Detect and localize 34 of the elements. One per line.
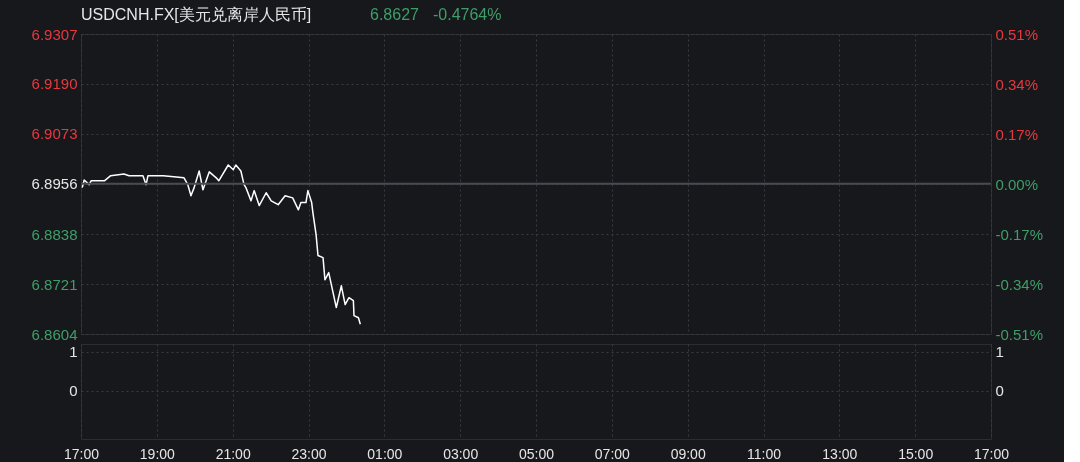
- y-tick-label: 6.8838: [31, 225, 78, 243]
- y2-tick-label: 0: [995, 382, 1004, 400]
- y-tick-label: 6.9307: [31, 25, 78, 43]
- x-tick-label: 19:00: [139, 445, 176, 462]
- x-tick-label: 03:00: [443, 445, 479, 462]
- y-tick-label: 6.9073: [31, 125, 78, 143]
- y-tick-label: 6.8604: [31, 325, 78, 343]
- y-tick-label: 1: [69, 343, 78, 361]
- chart-title: USDCNH.FX[美元兑离岸人民币]: [81, 6, 312, 23]
- x-tick-label: 17:00: [63, 445, 100, 462]
- x-tick-label: 11:00: [747, 445, 782, 462]
- y-tick-label: 0: [69, 382, 78, 400]
- y2-tick-label: -0.17%: [995, 225, 1044, 243]
- y2-tick-label: -0.34%: [995, 275, 1044, 293]
- text: -0.4764%: [433, 6, 502, 23]
- y2-tick-label: 1: [995, 343, 1004, 361]
- x-tick-label: 01:00: [367, 445, 403, 462]
- x-tick-label: 09:00: [670, 445, 706, 462]
- y-tick-label: 6.8956: [31, 175, 78, 193]
- x-tick-label: 13:00: [822, 445, 858, 462]
- y2-tick-label: 0.34%: [995, 75, 1039, 93]
- x-tick-label: 23:00: [291, 445, 327, 462]
- x-tick-label: 07:00: [594, 445, 631, 462]
- x-tick-label: 21:00: [215, 445, 251, 462]
- y-tick-label: 6.9190: [31, 75, 78, 93]
- y2-tick-label: 0.17%: [995, 125, 1039, 143]
- y2-tick-label: 0.51%: [995, 25, 1039, 43]
- y-tick-label: 6.8721: [31, 275, 78, 293]
- text: 6.8627: [370, 6, 420, 23]
- y2-tick-label: 0.00%: [995, 175, 1039, 193]
- y2-tick-label: -0.51%: [995, 325, 1044, 343]
- x-tick-label: 17:00: [973, 445, 1010, 462]
- x-tick-label: 15:00: [898, 445, 934, 462]
- x-tick-label: 05:00: [518, 445, 555, 462]
